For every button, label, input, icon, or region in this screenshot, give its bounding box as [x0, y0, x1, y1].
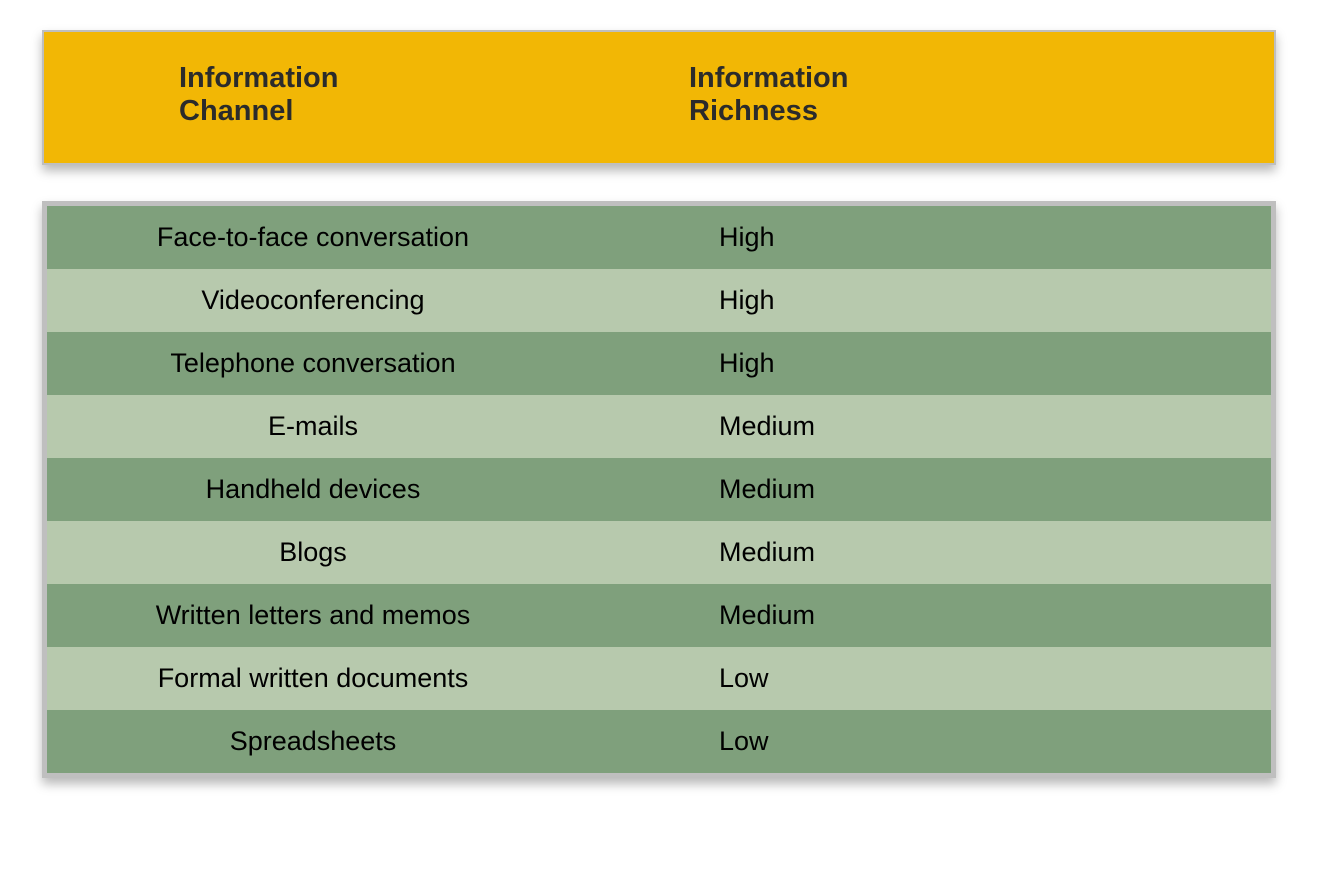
header-col-richness: Information Richness: [659, 62, 1274, 129]
table-row: Formal written documents Low: [47, 647, 1271, 710]
cell-channel: E-mails: [47, 411, 659, 442]
table-row: Videoconferencing High: [47, 269, 1271, 332]
cell-channel: Telephone conversation: [47, 348, 659, 379]
cell-richness: Low: [659, 663, 1271, 694]
header-col-channel: Information Channel: [44, 62, 659, 129]
cell-channel: Spreadsheets: [47, 726, 659, 757]
table-row: Blogs Medium: [47, 521, 1271, 584]
table-row: Spreadsheets Low: [47, 710, 1271, 773]
table-row: Face-to-face conversation High: [47, 206, 1271, 269]
table-header: Information Channel Information Richness: [42, 30, 1276, 165]
cell-channel: Face-to-face conversation: [47, 222, 659, 253]
header-richness-line1: Information: [689, 62, 849, 94]
table-row: Written letters and memos Medium: [47, 584, 1271, 647]
cell-richness: Medium: [659, 537, 1271, 568]
cell-channel: Handheld devices: [47, 474, 659, 505]
cell-channel: Blogs: [47, 537, 659, 568]
header-body-gap: [42, 165, 1276, 201]
header-richness-line2: Richness: [689, 95, 818, 127]
header-channel-line2: Channel: [179, 95, 293, 127]
cell-channel: Formal written documents: [47, 663, 659, 694]
cell-channel: Written letters and memos: [47, 600, 659, 631]
table-body: Face-to-face conversation High Videoconf…: [42, 201, 1276, 778]
table-row: E-mails Medium: [47, 395, 1271, 458]
cell-richness: Medium: [659, 474, 1271, 505]
cell-richness: Medium: [659, 411, 1271, 442]
header-channel-line1: Information: [179, 62, 339, 94]
table-row: Telephone conversation High: [47, 332, 1271, 395]
cell-channel: Videoconferencing: [47, 285, 659, 316]
cell-richness: High: [659, 222, 1271, 253]
cell-richness: High: [659, 285, 1271, 316]
cell-richness: High: [659, 348, 1271, 379]
cell-richness: Low: [659, 726, 1271, 757]
page: Information Channel Information Richness…: [0, 0, 1318, 882]
cell-richness: Medium: [659, 600, 1271, 631]
table-row: Handheld devices Medium: [47, 458, 1271, 521]
